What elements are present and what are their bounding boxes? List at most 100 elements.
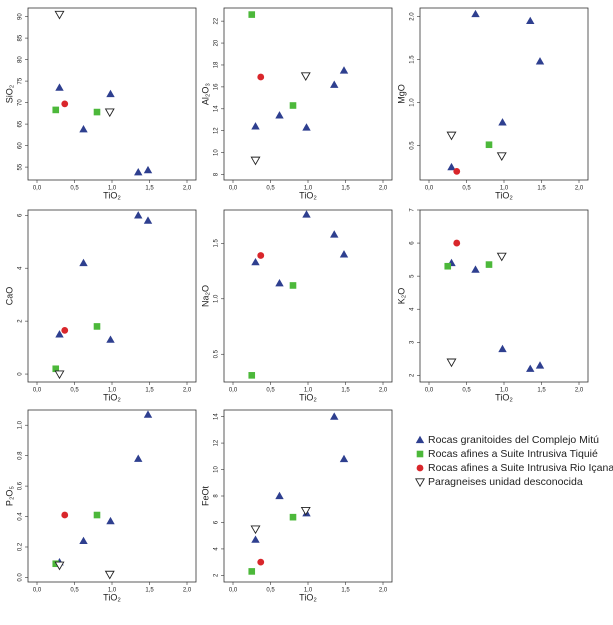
y-tick-label: 0.0 <box>18 573 24 582</box>
x-axis-label: TiO₂ <box>495 392 513 402</box>
x-tick-label: 0,0 <box>425 388 434 394</box>
triangle-marker <box>339 250 349 258</box>
y-tick-label: 10 <box>214 466 220 473</box>
triangle-marker <box>55 330 64 338</box>
y-tick-label: 0.4 <box>18 512 24 521</box>
triangle-marker <box>106 335 115 343</box>
triangle-marker <box>143 410 153 418</box>
x-axis-label: TiO₂ <box>299 190 317 200</box>
open-triangle-marker <box>300 506 311 516</box>
y-axis-label: FeOt <box>200 486 210 507</box>
series <box>52 106 101 116</box>
square-marker <box>416 450 424 458</box>
y-axis-label: Al₂O₃ <box>200 83 210 105</box>
y-tick-label: 1.0 <box>214 294 220 303</box>
open-triangle-marker <box>446 358 457 368</box>
series <box>447 9 545 171</box>
series <box>251 210 349 287</box>
circle-marker <box>61 100 69 108</box>
triangle-marker <box>251 535 260 543</box>
y-tick-label: 6 <box>410 241 416 245</box>
x-tick-label: 1,5 <box>145 186 154 192</box>
y-tick-label: 75 <box>18 77 24 84</box>
series <box>61 511 69 519</box>
y-tick-label: 20 <box>214 39 220 46</box>
y-tick-label: 0 <box>18 372 24 376</box>
x-tick-label: 1,0 <box>500 186 509 192</box>
triangle-marker <box>79 125 88 133</box>
x-tick-label: 0,5 <box>462 388 471 394</box>
triangle-marker <box>498 344 507 353</box>
series <box>54 370 65 380</box>
square-marker <box>93 323 101 330</box>
y-axis-label: CaO <box>4 287 14 306</box>
plot-frame <box>27 209 197 383</box>
series <box>453 168 461 175</box>
triangle-marker <box>251 257 260 266</box>
y-tick-label: 6 <box>214 520 220 524</box>
y-tick-label: 4 <box>214 547 220 551</box>
x-tick-label: 0,5 <box>70 388 79 394</box>
y-tick-label: 12 <box>214 439 220 446</box>
y-tick-label: 22 <box>214 17 220 24</box>
triangle-marker <box>302 210 311 218</box>
open-triangle-marker <box>496 252 507 262</box>
square-marker <box>248 372 256 379</box>
triangle-marker <box>339 454 349 463</box>
open-triangle-marker <box>54 561 65 571</box>
triangle-marker <box>330 80 339 88</box>
x-tick-label: 2,0 <box>183 588 192 594</box>
y-tick-label: 1.0 <box>410 98 416 107</box>
series <box>485 141 493 149</box>
series <box>251 412 349 543</box>
circle-marker <box>416 464 424 472</box>
triangle-marker <box>134 454 143 462</box>
y-axis-label: Na₂O <box>200 285 210 307</box>
y-tick-label: 8 <box>214 494 220 498</box>
y-tick-label: 4 <box>410 307 416 311</box>
x-tick-label: 2,0 <box>575 388 584 394</box>
series <box>248 513 297 575</box>
open-triangle-marker <box>300 72 311 82</box>
series <box>257 252 265 259</box>
x-tick-label: 2,0 <box>379 388 388 394</box>
y-tick-label: 65 <box>18 120 24 127</box>
triangle-marker <box>330 412 339 420</box>
triangle-marker <box>134 211 143 219</box>
triangle-marker <box>275 491 284 500</box>
legend-label: Rocas afines a Suite Intrusiva Tiquié <box>428 448 598 460</box>
y-tick-label: 4 <box>18 266 24 270</box>
legend-label: Paragneises unidad desconocida <box>428 476 583 488</box>
x-tick-label: 0,0 <box>229 388 238 394</box>
triangle-marker <box>251 122 260 130</box>
series <box>55 410 153 566</box>
square-marker <box>52 106 60 114</box>
series <box>61 100 69 108</box>
x-tick-label: 1,0 <box>304 388 313 394</box>
open-triangle-marker <box>54 370 65 380</box>
triangle-marker <box>79 536 88 545</box>
x-axis-label: TiO₂ <box>495 190 513 200</box>
x-tick-label: 0,0 <box>33 186 42 192</box>
x-tick-label: 1,5 <box>145 388 154 394</box>
x-tick-label: 1,0 <box>108 588 117 594</box>
x-axis-label: TiO₂ <box>299 592 317 602</box>
circle-marker <box>61 511 69 519</box>
square-marker <box>444 262 452 270</box>
series <box>248 282 297 379</box>
x-tick-label: 0,0 <box>229 588 238 594</box>
open-triangle-marker <box>496 152 507 162</box>
open-triangle-marker <box>415 478 425 488</box>
y-tick-label: 60 <box>18 142 24 149</box>
series <box>251 66 349 131</box>
y-tick-label: 10 <box>214 149 220 156</box>
open-triangle-marker <box>446 131 457 141</box>
x-tick-label: 1,0 <box>108 186 117 192</box>
x-axis-label: TiO₂ <box>299 392 317 402</box>
square-marker <box>93 511 101 519</box>
y-tick-label: 12 <box>214 127 220 134</box>
triangle-marker <box>275 279 284 287</box>
series <box>54 10 115 118</box>
triangle-marker <box>79 258 88 267</box>
